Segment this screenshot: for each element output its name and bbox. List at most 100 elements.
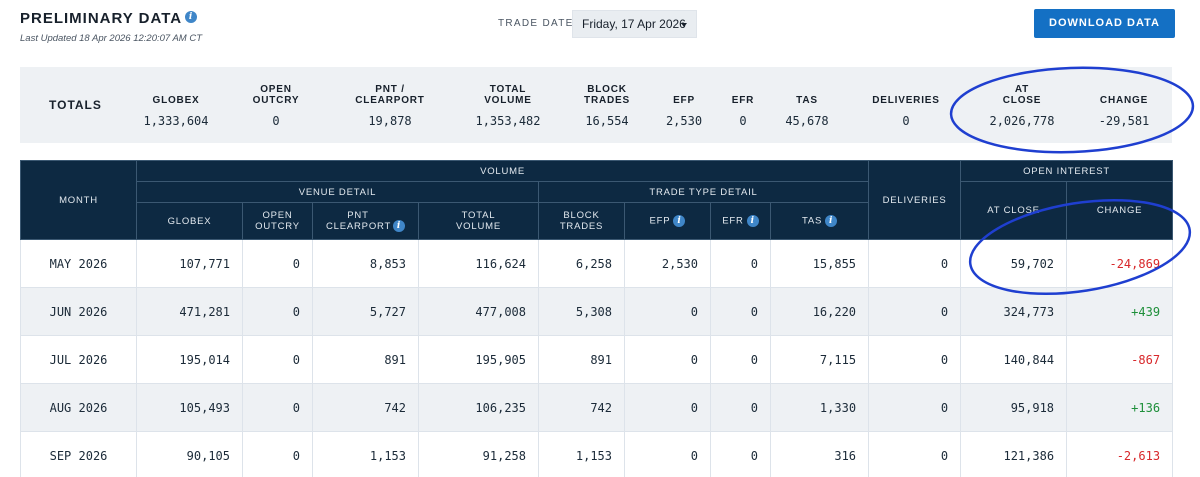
change-header: CHANGE	[1066, 181, 1174, 240]
totals-block-trades: BLOCK TRADES 16,554	[566, 82, 648, 128]
table-row: JUL 2026 195,014 0 891 195,905 891 0 0 7…	[20, 335, 1174, 384]
pnt-clearport-header: PNT CLEARPORT i	[312, 202, 419, 240]
pnt-cell: 8,853	[312, 239, 419, 288]
trade-date-select[interactable]: Friday, 17 Apr 2026	[572, 10, 697, 38]
change-cell: +136	[1066, 383, 1174, 432]
page-header: PRELIMINARY DATA i Last Updated 18 Apr 20…	[0, 0, 1200, 60]
month-cell: JUL 2026	[20, 335, 137, 384]
efp-cell: 0	[624, 431, 711, 477]
globex-cell: 107,771	[136, 239, 243, 288]
block-trades-header: BLOCK TRADES	[538, 202, 625, 240]
totals-at-close: AT CLOSE 2,026,778	[980, 82, 1064, 128]
efp-cell: 0	[624, 335, 711, 384]
info-icon[interactable]: i	[673, 215, 686, 227]
page-title-text: PRELIMINARY DATA	[20, 10, 183, 27]
change-cell: +439	[1066, 287, 1174, 336]
open-outcry-header: OPEN OUTCRY	[242, 202, 313, 240]
open-interest-header: OPEN INTEREST	[960, 160, 1174, 182]
page-title: PRELIMINARY DATA i	[20, 10, 198, 27]
month-cell: AUG 2026	[20, 383, 137, 432]
block-trades-cell: 1,153	[538, 431, 625, 477]
table-row: MAY 2026 107,771 0 8,853 116,624 6,258 2…	[20, 239, 1174, 288]
info-icon[interactable]: i	[746, 215, 759, 227]
totals-header: OPEN OUTCRY	[252, 84, 300, 106]
at-close-header: AT CLOSE	[960, 181, 1068, 240]
totals-deliveries: DELIVERIES 0	[866, 82, 946, 128]
efp-header: EFP i	[624, 202, 711, 240]
totals-value: 0	[902, 114, 910, 128]
volume-header: VOLUME	[135, 160, 870, 182]
totals-header: GLOBEX	[152, 95, 200, 106]
table-row: AUG 2026 105,493 0 742 106,235 742 0 0 1…	[20, 383, 1174, 432]
totals-header: CHANGE	[1099, 95, 1149, 106]
block-trades-cell: 5,308	[538, 287, 625, 336]
open-outcry-header-text: OPEN OUTCRY	[255, 210, 300, 232]
totals-open-outcry: OPEN OUTCRY 0	[236, 82, 316, 128]
efp-header-text: EFP	[649, 215, 671, 227]
totals-value: 0	[272, 114, 280, 128]
change-cell: -2,613	[1066, 431, 1174, 477]
open-outcry-cell: 0	[242, 383, 313, 432]
totals-value: 1,353,482	[475, 114, 541, 128]
totals-efp: EFP 2,530	[654, 82, 714, 128]
efp-cell: 0	[624, 383, 711, 432]
last-updated: Last Updated 18 Apr 2026 12:20:07 AM CT	[20, 33, 203, 44]
pnt-clearport-header-text: PNT CLEARPORT	[326, 209, 392, 232]
info-icon[interactable]: i	[825, 215, 838, 227]
block-trades-cell: 891	[538, 335, 625, 384]
totals-header: EFR	[731, 95, 755, 106]
totals-header: AT CLOSE	[1002, 84, 1042, 106]
total-volume-cell: 106,235	[418, 383, 539, 432]
total-volume-cell: 195,905	[418, 335, 539, 384]
total-volume-header: TOTAL VOLUME	[418, 202, 539, 240]
totals-header: BLOCK TRADES	[584, 84, 630, 106]
open-outcry-cell: 0	[242, 431, 313, 477]
totals-header: TAS	[796, 95, 818, 106]
totals-header: DELIVERIES	[872, 95, 940, 106]
globex-cell: 195,014	[136, 335, 243, 384]
tas-cell: 1,330	[770, 383, 870, 432]
total-volume-header-text: TOTAL VOLUME	[456, 210, 501, 232]
trade-date-label: TRADE DATE	[498, 18, 574, 29]
totals-change: CHANGE -29,581	[1084, 82, 1164, 128]
totals-value: 0	[739, 114, 747, 128]
efr-header-text: EFR	[722, 215, 744, 227]
totals-value: 45,678	[785, 114, 829, 128]
block-trades-cell: 6,258	[538, 239, 625, 288]
table-row: SEP 2026 90,105 0 1,153 91,258 1,153 0 0…	[20, 431, 1174, 477]
totals-globex: GLOBEX 1,333,604	[126, 82, 226, 128]
totals-header: TOTAL VOLUME	[484, 84, 532, 106]
pnt-cell: 5,727	[312, 287, 419, 336]
open-outcry-cell: 0	[242, 239, 313, 288]
info-icon[interactable]: i	[185, 11, 198, 23]
globex-cell: 105,493	[136, 383, 243, 432]
change-cell: -24,869	[1066, 239, 1174, 288]
deliveries-cell: 0	[868, 335, 962, 384]
info-icon[interactable]: i	[393, 220, 405, 233]
efr-cell: 0	[710, 239, 771, 288]
efr-header: EFR i	[710, 202, 771, 240]
at-close-cell: 59,702	[960, 239, 1068, 288]
efr-cell: 0	[710, 335, 771, 384]
pnt-cell: 1,153	[312, 431, 419, 477]
trade-date-value: Friday, 17 Apr 2026	[582, 17, 686, 31]
at-close-cell: 324,773	[960, 287, 1068, 336]
totals-header: EFP	[673, 95, 695, 106]
total-volume-cell: 116,624	[418, 239, 539, 288]
at-close-cell: 121,386	[960, 431, 1068, 477]
chevron-down-icon	[681, 23, 687, 27]
month-cell: JUN 2026	[20, 287, 137, 336]
tas-header: TAS i	[769, 202, 870, 240]
deliveries-cell: 0	[868, 287, 962, 336]
globex-header: GLOBEX	[136, 202, 243, 240]
month-cell: MAY 2026	[20, 239, 137, 288]
block-trades-cell: 742	[538, 383, 625, 432]
totals-value: 19,878	[368, 114, 412, 128]
tas-cell: 7,115	[770, 335, 870, 384]
totals-value: 1,333,604	[143, 114, 209, 128]
totals-pnt-clearport: PNT / CLEARPORT 19,878	[340, 82, 440, 128]
venue-detail-header: VENUE DETAIL	[136, 181, 539, 203]
table-row: JUN 2026 471,281 0 5,727 477,008 5,308 0…	[20, 287, 1174, 336]
globex-cell: 471,281	[136, 287, 243, 336]
download-data-button[interactable]: DOWNLOAD DATA	[1034, 9, 1175, 38]
